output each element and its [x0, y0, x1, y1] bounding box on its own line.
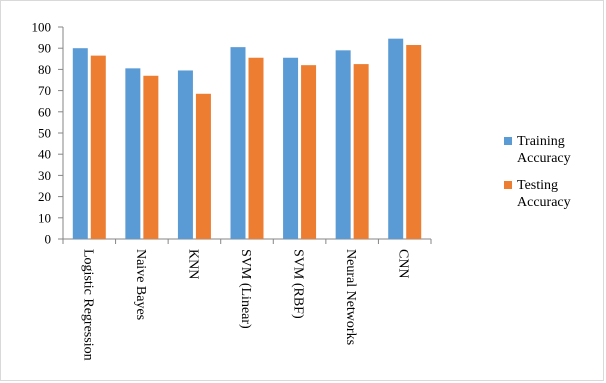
x-category-label: SVM (Linear)	[238, 249, 253, 329]
y-tick-label: 100	[32, 20, 52, 35]
bar-testing-5	[353, 64, 369, 239]
y-tick-label: 50	[38, 126, 51, 141]
legend-label: Training	[517, 134, 565, 149]
bar-training-4	[283, 57, 299, 239]
x-category-label: Naive Bayes	[133, 249, 148, 320]
x-category-label: CNN	[396, 249, 411, 279]
bar-testing-6	[406, 45, 422, 239]
y-tick-label: 30	[38, 168, 51, 183]
plot-area: 0 10 20 30 40 50 60 70 80 90 100 Logistic Regressio…	[32, 20, 432, 361]
y-tick-label: 0	[45, 232, 52, 247]
y-tick-label: 20	[38, 189, 51, 204]
bar-testing-0	[90, 55, 106, 240]
legend-label: Accuracy	[517, 151, 571, 166]
bar-testing-2	[195, 93, 211, 239]
x-category-label: SVM (RBF)	[291, 249, 306, 319]
bar-training-3	[230, 47, 246, 239]
legend-swatch-testing	[504, 181, 512, 189]
bar-testing-4	[301, 65, 317, 239]
y-tick-label: 80	[38, 62, 51, 77]
x-category-label: Neural Networks	[343, 249, 358, 345]
bar-training-1	[125, 68, 141, 239]
y-tick-label: 10	[38, 210, 51, 225]
legend-swatch-training	[504, 137, 512, 145]
legend: Training Accuracy Testing Accuracy	[504, 134, 571, 210]
bar-training-2	[177, 70, 193, 240]
bar-training-5	[335, 50, 351, 239]
bar-testing-1	[143, 75, 159, 239]
bar-training-6	[388, 38, 404, 239]
bar-training-0	[72, 48, 88, 240]
y-tick-label: 90	[38, 41, 51, 56]
legend-label: Accuracy	[517, 195, 571, 210]
y-tick-label: 40	[38, 147, 51, 162]
y-tick-label: 70	[38, 83, 51, 98]
y-tick-label: 60	[38, 104, 51, 119]
x-category-label: Logistic Regression	[80, 249, 95, 361]
legend-label: Testing	[517, 178, 558, 193]
bar-testing-3	[248, 57, 264, 239]
x-category-label: KNN	[185, 249, 200, 279]
